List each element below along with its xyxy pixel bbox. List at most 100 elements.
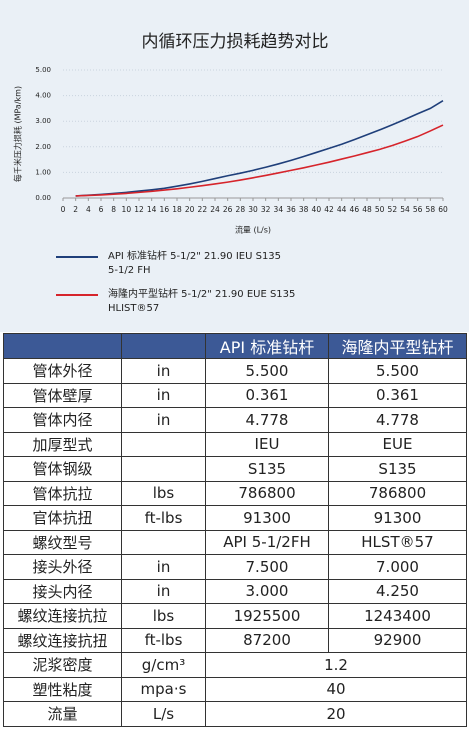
x-tick-label: 24: [210, 205, 220, 214]
value-cell: S135: [205, 456, 329, 482]
value-cell: S135: [328, 456, 467, 482]
unit-cell: [121, 529, 206, 555]
table-row: 接头外径 in 7.500 7.000: [3, 554, 467, 580]
row-label: 管体外径: [3, 358, 122, 384]
value-cell: 20: [205, 701, 467, 727]
unit-cell: in: [121, 578, 206, 604]
x-tick-label: 46: [350, 205, 360, 214]
row-label: 塑性粘度: [3, 676, 122, 702]
x-tick-label: 40: [312, 205, 322, 214]
unit-cell: [121, 431, 206, 457]
unit-cell: ft-lbs: [121, 627, 206, 653]
value-cell: 1243400: [328, 603, 467, 629]
x-tick-label: 42: [324, 205, 334, 214]
x-tick-label: 36: [286, 205, 296, 214]
unit-cell: in: [121, 407, 206, 433]
x-tick-label: 20: [185, 205, 195, 214]
row-label: 螺纹连接抗扭: [3, 627, 122, 653]
table-row: 管体钢级 S135 S135: [3, 456, 467, 482]
row-label: 官体抗扭: [3, 505, 122, 531]
legend-label: 海隆内平型钻杆 5-1/2" 21.90 EUE S135 HLIST®57: [108, 289, 296, 314]
value-cell: 786800: [205, 480, 329, 506]
value-cell: 0.361: [328, 382, 467, 408]
spec-table: API 标准钻杆 海隆内平型钻杆 管体外径 in 5.500 5.500 管体壁厚 in 0.…: [3, 333, 467, 727]
unit-cell: mpa·s: [121, 676, 206, 702]
unit-cell: g/cm³: [121, 652, 206, 678]
x-tick-label: 4: [86, 205, 91, 214]
value-cell: EUE: [328, 431, 467, 457]
value-cell: 91300: [205, 505, 329, 531]
x-tick-label: 8: [111, 205, 116, 214]
x-tick-label: 50: [375, 205, 385, 214]
unit-cell: lbs: [121, 480, 206, 506]
x-tick-label: 6: [99, 205, 104, 214]
header-cell: [121, 333, 206, 359]
chart: 内循环压力损耗趋势对比 流量 (L/s) 每千米压力损耗 (MPa/km) 0.…: [13, 32, 448, 235]
y-tick-label: 0.00: [35, 194, 51, 202]
x-axis-label: 流量 (L/s): [235, 225, 271, 235]
value-cell: API 5-1/2FH: [205, 529, 329, 555]
table-row: 管体壁厚 in 0.361 0.361: [3, 382, 467, 408]
x-tick-label: 56: [413, 205, 423, 214]
unit-cell: ft-lbs: [121, 505, 206, 531]
row-label: 螺纹连接抗拉: [3, 603, 122, 629]
x-tick-label: 12: [134, 205, 144, 214]
value-cell: HLST®57: [328, 529, 467, 555]
table-row: 泥浆密度 g/cm³ 1.2: [3, 652, 467, 678]
unit-cell: in: [121, 554, 206, 580]
x-tick-label: 0: [61, 205, 66, 214]
x-tick-label: 38: [299, 205, 309, 214]
value-cell: 4.250: [328, 578, 467, 604]
row-label: 泥浆密度: [3, 652, 122, 678]
y-tick-label: 2.00: [35, 143, 51, 151]
value-cell: 40: [205, 676, 467, 702]
chart-panel: 内循环压力损耗趋势对比 流量 (L/s) 每千米压力损耗 (MPa/km) 0.…: [0, 0, 469, 332]
unit-cell: in: [121, 382, 206, 408]
header-cell: API 标准钻杆: [205, 333, 329, 359]
value-cell: 1925500: [205, 603, 329, 629]
y-tick-label: 5.00: [35, 66, 51, 74]
row-label: 接头外径: [3, 554, 122, 580]
x-tick-label: 44: [337, 205, 347, 214]
row-label: 螺纹型号: [3, 529, 122, 555]
table-row: 官体抗扭 ft-lbs 91300 91300: [3, 505, 467, 531]
table-row: 管体外径 in 5.500 5.500: [3, 358, 467, 384]
table-row: 塑性粘度 mpa·s 40: [3, 676, 467, 702]
y-tick-label: 1.00: [35, 168, 51, 176]
table-row: 螺纹连接抗拉 lbs 1925500 1243400: [3, 603, 467, 629]
x-tick-label: 10: [122, 205, 132, 214]
legend-swatch: [56, 294, 98, 296]
y-axis-label: 每千米压力损耗 (MPa/km): [13, 86, 23, 182]
x-tick-label: 18: [172, 205, 182, 214]
unit-cell: L/s: [121, 701, 206, 727]
value-cell: 87200: [205, 627, 329, 653]
value-cell: 0.361: [205, 382, 329, 408]
unit-cell: in: [121, 358, 206, 384]
table-row: 螺纹型号 API 5-1/2FH HLST®57: [3, 529, 467, 555]
row-label: 管体钢级: [3, 456, 122, 482]
x-tick-label: 58: [426, 205, 436, 214]
value-cell: 4.778: [205, 407, 329, 433]
x-tick-label: 32: [261, 205, 271, 214]
row-label: 流量: [3, 701, 122, 727]
header-cell: 海隆内平型钻杆: [328, 333, 467, 359]
row-label: 管体抗拉: [3, 480, 122, 506]
table-row: 接头内径 in 3.000 4.250: [3, 578, 467, 604]
legend-label: API 标准钻杆 5-1/2" 21.90 IEU S135 5-1/2 FH: [108, 251, 282, 276]
y-tick-label: 4.00: [35, 92, 51, 100]
x-tick-label: 2: [73, 205, 78, 214]
x-tick-label: 22: [198, 205, 208, 214]
row-label: 管体壁厚: [3, 382, 122, 408]
x-tick-label: 28: [236, 205, 246, 214]
x-tick-label: 60: [438, 205, 448, 214]
y-tick-label: 3.00: [35, 117, 51, 125]
table-row: 流量 L/s 20: [3, 701, 467, 727]
series-line: [75, 100, 444, 197]
table-row: 管体抗拉 lbs 786800 786800: [3, 480, 467, 506]
table-row: 加厚型式 IEU EUE: [3, 431, 467, 457]
value-cell: 92900: [328, 627, 467, 653]
row-label: 管体内径: [3, 407, 122, 433]
value-cell: 7.000: [328, 554, 467, 580]
x-tick-label: 16: [160, 205, 170, 214]
